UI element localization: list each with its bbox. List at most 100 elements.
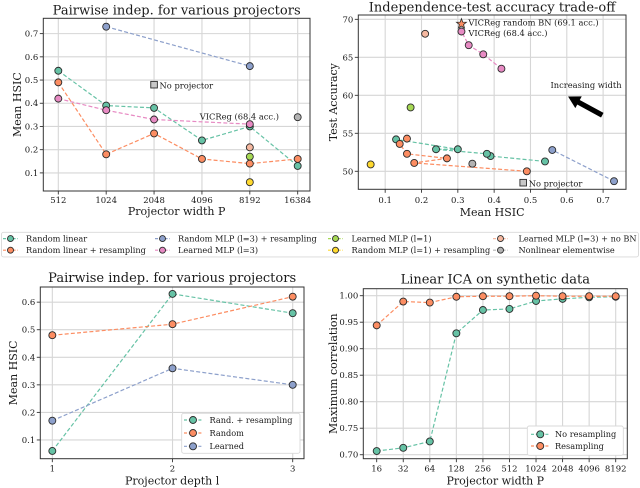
series-random-mlp-l-3-resampling <box>548 146 618 186</box>
x-tick-label: 256 <box>475 465 491 475</box>
x-axis-label: Mean HSIC <box>460 206 525 219</box>
x-tick-label: 0.1 <box>378 196 392 206</box>
legend-entry: No resampling <box>531 429 616 439</box>
series-learned-mlp-l-1 <box>245 152 254 161</box>
data-point <box>558 292 567 301</box>
data-point <box>288 309 297 318</box>
data-point <box>102 22 111 31</box>
data-point <box>48 331 57 340</box>
annotation-text: VICReg (68.4 acc.) <box>199 111 279 121</box>
x-tick-label: 1 <box>50 465 55 475</box>
data-point <box>102 106 111 115</box>
series-random-mlp-l-1-resampling <box>366 160 375 169</box>
legend-label: Nonlinear elementwise <box>519 245 615 255</box>
axes-frame <box>362 288 628 460</box>
chart-bottom-left: 1 2 3 0.1 0.2 0.3 0.4 0.5 0.6 Pairwise indep. for… <box>7 271 305 488</box>
data-point <box>366 160 375 169</box>
legend-box <box>181 412 301 454</box>
legend-marker <box>159 235 166 243</box>
data-point <box>442 154 451 163</box>
series-learned-mlp-l-3 <box>457 27 506 73</box>
data-point <box>432 145 440 154</box>
y-tick-label: 0.3 <box>25 122 39 132</box>
data-point <box>293 113 302 122</box>
legend-label: Rand. + resampling <box>210 415 293 425</box>
annotation: VICReg random BN (69.1 acc.) <box>467 17 598 27</box>
y-tick-label: 0.7 <box>25 30 39 40</box>
data-point <box>479 50 488 59</box>
x-tick-label: 1024 <box>525 465 547 475</box>
data-point <box>611 292 620 301</box>
chart-top-left: 512 1024 2048 4096 8192 16384 0.1 0.2 0.3 0.4 0.5 0… <box>11 4 311 219</box>
data-point <box>395 139 404 148</box>
x-tick-label: 512 <box>501 465 517 475</box>
x-tick-label: 2048 <box>143 196 165 206</box>
data-point <box>610 177 618 186</box>
data-point <box>399 297 408 306</box>
data-layer <box>54 22 302 187</box>
y-tick-label: 0.5 <box>22 326 36 336</box>
data-point <box>48 447 57 455</box>
y-tick-label: 0.4 <box>22 353 36 363</box>
series-random-linear <box>392 135 549 166</box>
data-point <box>452 292 461 301</box>
data-point <box>168 289 177 298</box>
series-random <box>48 292 297 340</box>
annotation <box>568 96 604 118</box>
data-point <box>197 155 206 163</box>
chart-title: Pairwise indep. for various projectors <box>48 271 296 286</box>
data-point <box>293 161 302 170</box>
shared-legend: Random linear Random linear + resampling R… <box>1 231 639 258</box>
legend-marker <box>497 246 504 254</box>
chart-title: Independence-test accuracy trade-off <box>369 1 617 16</box>
chart-bottom-right: 16 32 64 128 256 512 1024 2048 4096 8192 0.70 0.75 0… <box>327 273 628 488</box>
legend: Rand. + resampling Random Learned <box>181 412 301 454</box>
legend-label: Random linear <box>26 233 87 243</box>
series-line <box>395 138 546 163</box>
series-line <box>51 293 293 452</box>
data-point <box>293 155 302 163</box>
x-tick-label: 3 <box>290 465 295 475</box>
series-random-linear-resampling <box>395 134 531 176</box>
legend-label: Random MLP (l=1) + resampling <box>352 245 491 255</box>
annotation-text: VICReg (68.4 acc.) <box>467 28 547 38</box>
series-line <box>57 82 298 165</box>
y-tick-label: 0.4 <box>25 99 39 109</box>
data-point <box>102 150 111 159</box>
legend-entry: Resampling <box>531 441 604 451</box>
legend-marker <box>7 235 14 243</box>
data-point <box>197 136 206 145</box>
series-learned <box>48 364 297 425</box>
data-point <box>403 149 411 158</box>
increasing-width-arrow-icon <box>568 96 604 118</box>
y-tick-label: 0.75 <box>339 424 358 434</box>
data-point <box>522 167 531 176</box>
series-nonlinear-elementwise <box>293 113 302 122</box>
y-tick-label: 0.85 <box>339 371 358 381</box>
legend-entry: Random linear <box>3 233 87 243</box>
data-point <box>505 304 514 313</box>
x-tick-label: 32 <box>398 465 409 475</box>
series-learned-mlp-l-3-no-bn <box>245 143 254 152</box>
data-point <box>410 158 419 167</box>
y-axis-label: Mean HSIC <box>11 72 24 137</box>
y-tick-label: 55 <box>342 129 353 139</box>
data-point <box>245 62 254 71</box>
legend-marker <box>497 235 504 243</box>
x-tick-label: 512 <box>50 196 66 206</box>
y-axis-label: Test Accuracy <box>327 62 340 141</box>
x-tick-label: 0.4 <box>487 196 501 206</box>
x-tick-label: 4096 <box>191 196 213 206</box>
data-point <box>482 149 491 158</box>
plot-area <box>358 15 626 190</box>
data-point <box>288 292 297 301</box>
legend-marker <box>189 429 197 437</box>
no-projector-marker <box>150 80 158 89</box>
annotation <box>455 17 468 30</box>
y-axis-label: Mean HSIC <box>7 340 20 405</box>
data-point <box>54 78 63 87</box>
data-point <box>464 41 473 50</box>
annotation: No projector <box>519 179 582 189</box>
legend-entry: Random <box>184 428 244 438</box>
data-point <box>421 29 430 38</box>
